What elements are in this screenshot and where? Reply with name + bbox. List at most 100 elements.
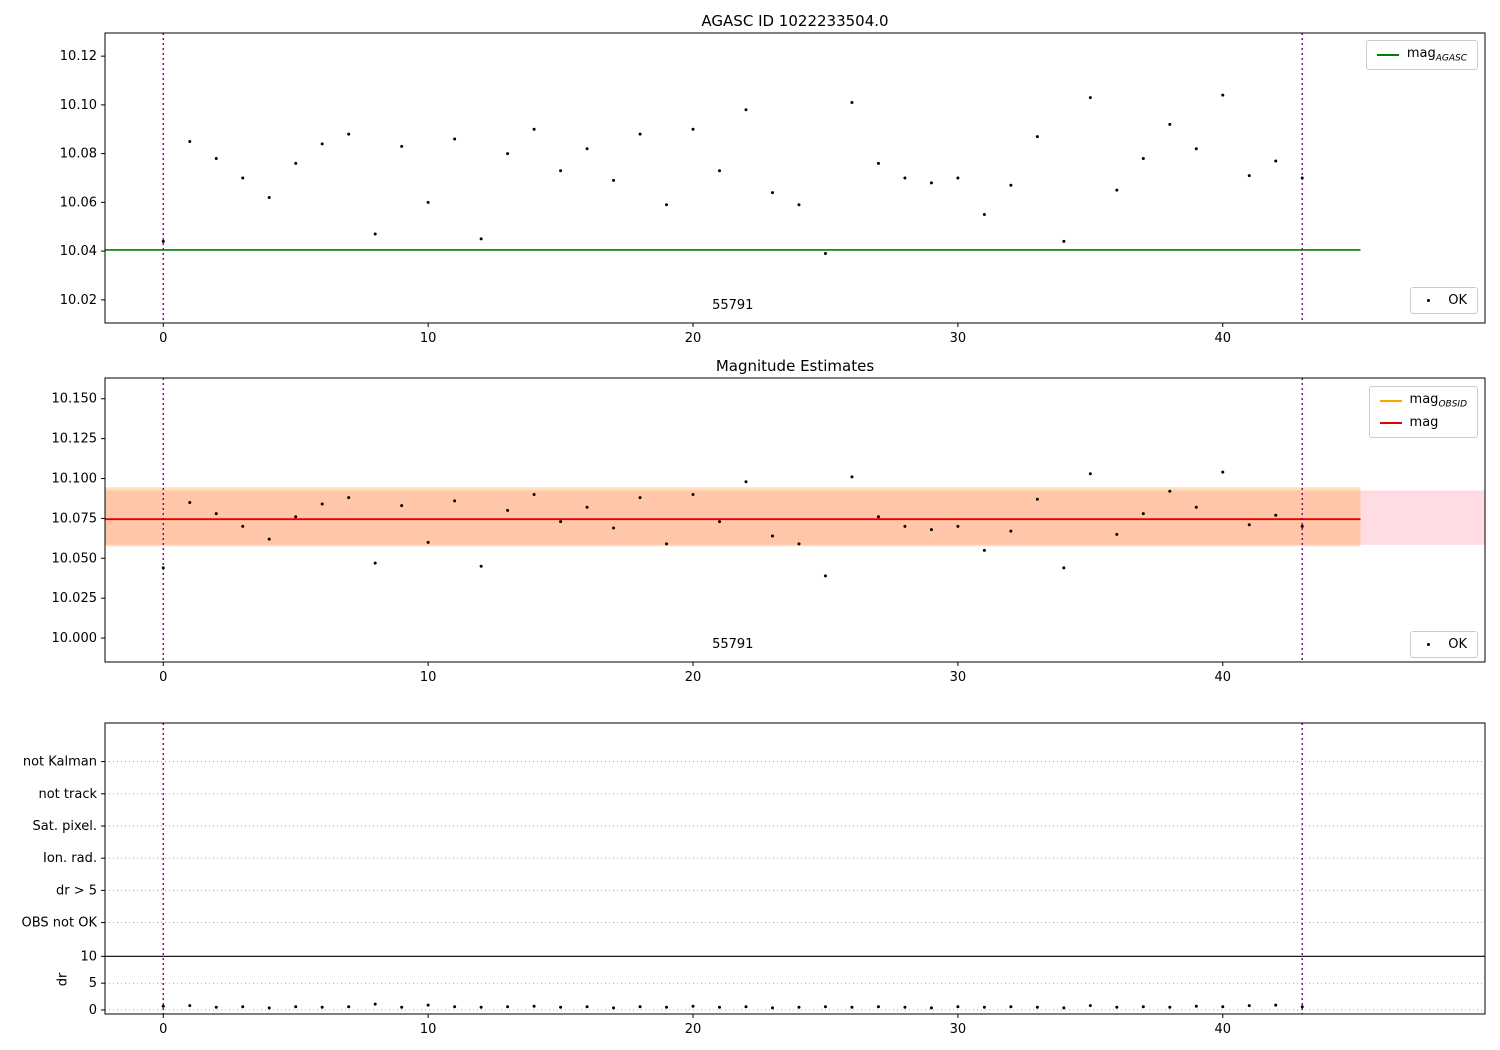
y-tick-label: 10.000: [52, 631, 98, 646]
data-point: [320, 1005, 324, 1009]
data-point: [373, 1002, 377, 1006]
y-tick-label: not Kalman: [23, 755, 97, 770]
legend-line-swatch: [1379, 399, 1402, 402]
data-point: [691, 1004, 695, 1008]
y-tick-label: 10.150: [52, 392, 98, 407]
data-point: [929, 181, 933, 185]
data-point: [1009, 183, 1013, 187]
data-point: [320, 502, 324, 506]
data-point: [770, 191, 774, 195]
legend-label: magAGASC: [1406, 46, 1467, 64]
data-point: [400, 504, 404, 508]
y-tick-label: 10: [80, 949, 97, 964]
y-tick-label: 10.12: [60, 49, 97, 64]
y-tick-label: 10.08: [60, 147, 97, 162]
x-tick-label: 20: [685, 331, 702, 346]
data-point: [1035, 135, 1039, 139]
legend-label: OK: [1448, 637, 1467, 652]
data-point: [241, 176, 245, 180]
data-point: [1274, 1003, 1278, 1007]
data-point: [1194, 147, 1198, 151]
marker-dot-icon: [1427, 299, 1431, 302]
data-point: [770, 534, 774, 538]
data-point: [188, 500, 192, 504]
y-tick-label: 10.075: [52, 511, 98, 526]
data-point: [1009, 1005, 1013, 1009]
data-point: [241, 524, 245, 528]
y-tick-label: 10.04: [60, 244, 97, 259]
data-point: [506, 1005, 510, 1009]
data-point: [612, 178, 616, 182]
x-tick-label: 30: [950, 331, 967, 346]
legend-entry-ok: OK: [1421, 293, 1467, 308]
data-point: [876, 161, 880, 165]
data-point: [1141, 512, 1145, 516]
legend-mag-obsid: magOBSID mag: [1368, 386, 1478, 439]
data-point: [638, 496, 642, 500]
data-point: [214, 1005, 218, 1009]
data-point: [1035, 1005, 1039, 1009]
data-point: [1274, 513, 1278, 517]
data-point: [1062, 566, 1066, 570]
data-point: [638, 132, 642, 136]
data-point: [585, 505, 589, 509]
data-point: [506, 508, 510, 512]
data-point: [691, 127, 695, 131]
data-point: [1247, 1004, 1251, 1008]
data-point: [982, 213, 986, 217]
scatter-points: [161, 1002, 1304, 1010]
legend-entry-mag: mag: [1379, 414, 1467, 433]
x-tick-label: 20: [685, 1022, 702, 1037]
data-point: [161, 239, 165, 243]
legend-entry-mag-obsid: magOBSID: [1379, 392, 1467, 410]
data-point: [559, 520, 563, 524]
data-point: [1141, 1005, 1145, 1009]
band: [105, 487, 1361, 547]
data-point: [903, 1005, 907, 1009]
scatter-points: [161, 93, 1304, 256]
data-point: [1247, 523, 1251, 527]
data-point: [1168, 122, 1172, 126]
data-point: [347, 132, 351, 136]
data-point: [876, 515, 880, 519]
x-tick-label: 40: [1215, 1022, 1232, 1037]
data-point: [585, 1005, 589, 1009]
data-point: [612, 526, 616, 530]
agasc-mag-plot: 0 10 20 30 40 10.02 10.04 10.06 10.08 10.10 10.12: [60, 32, 1486, 346]
data-point: [585, 147, 589, 151]
data-point: [744, 108, 748, 112]
x-tick-label: 30: [950, 670, 967, 685]
data-point: [479, 564, 483, 568]
y-tick-label: not track: [38, 787, 97, 802]
data-point: [294, 161, 298, 165]
data-point: [267, 537, 271, 541]
x-tick-label: 10: [420, 1022, 437, 1037]
data-point: [638, 1005, 642, 1009]
data-point: [823, 574, 827, 578]
data-point: [903, 524, 907, 528]
data-point: [1194, 505, 1198, 509]
axes-frame: [104, 722, 1486, 1015]
marker-dot-icon: [1427, 643, 1431, 646]
data-point: [1194, 1004, 1198, 1008]
legend-entry-mag-agasc: magAGASC: [1376, 46, 1467, 64]
legend-mag-agasc: magAGASC: [1365, 40, 1478, 70]
legend-label: mag: [1409, 414, 1439, 430]
data-point: [982, 1005, 986, 1009]
y-tick-label: 0: [89, 1003, 97, 1018]
y-tick-label: 10.100: [52, 472, 98, 487]
data-point: [797, 203, 801, 207]
y-tick-label: dr > 5: [56, 883, 97, 898]
data-point: [691, 492, 695, 496]
data-point: [400, 144, 404, 148]
axes-frame: [104, 377, 1486, 663]
data-point: [559, 169, 563, 173]
data-point: [612, 1006, 616, 1010]
y-tick-label: 5: [89, 976, 97, 991]
x-tick-label: 40: [1215, 670, 1232, 685]
data-point: [294, 1005, 298, 1009]
data-point: [956, 1005, 960, 1009]
data-point: [1115, 532, 1119, 536]
data-point: [453, 1005, 457, 1009]
